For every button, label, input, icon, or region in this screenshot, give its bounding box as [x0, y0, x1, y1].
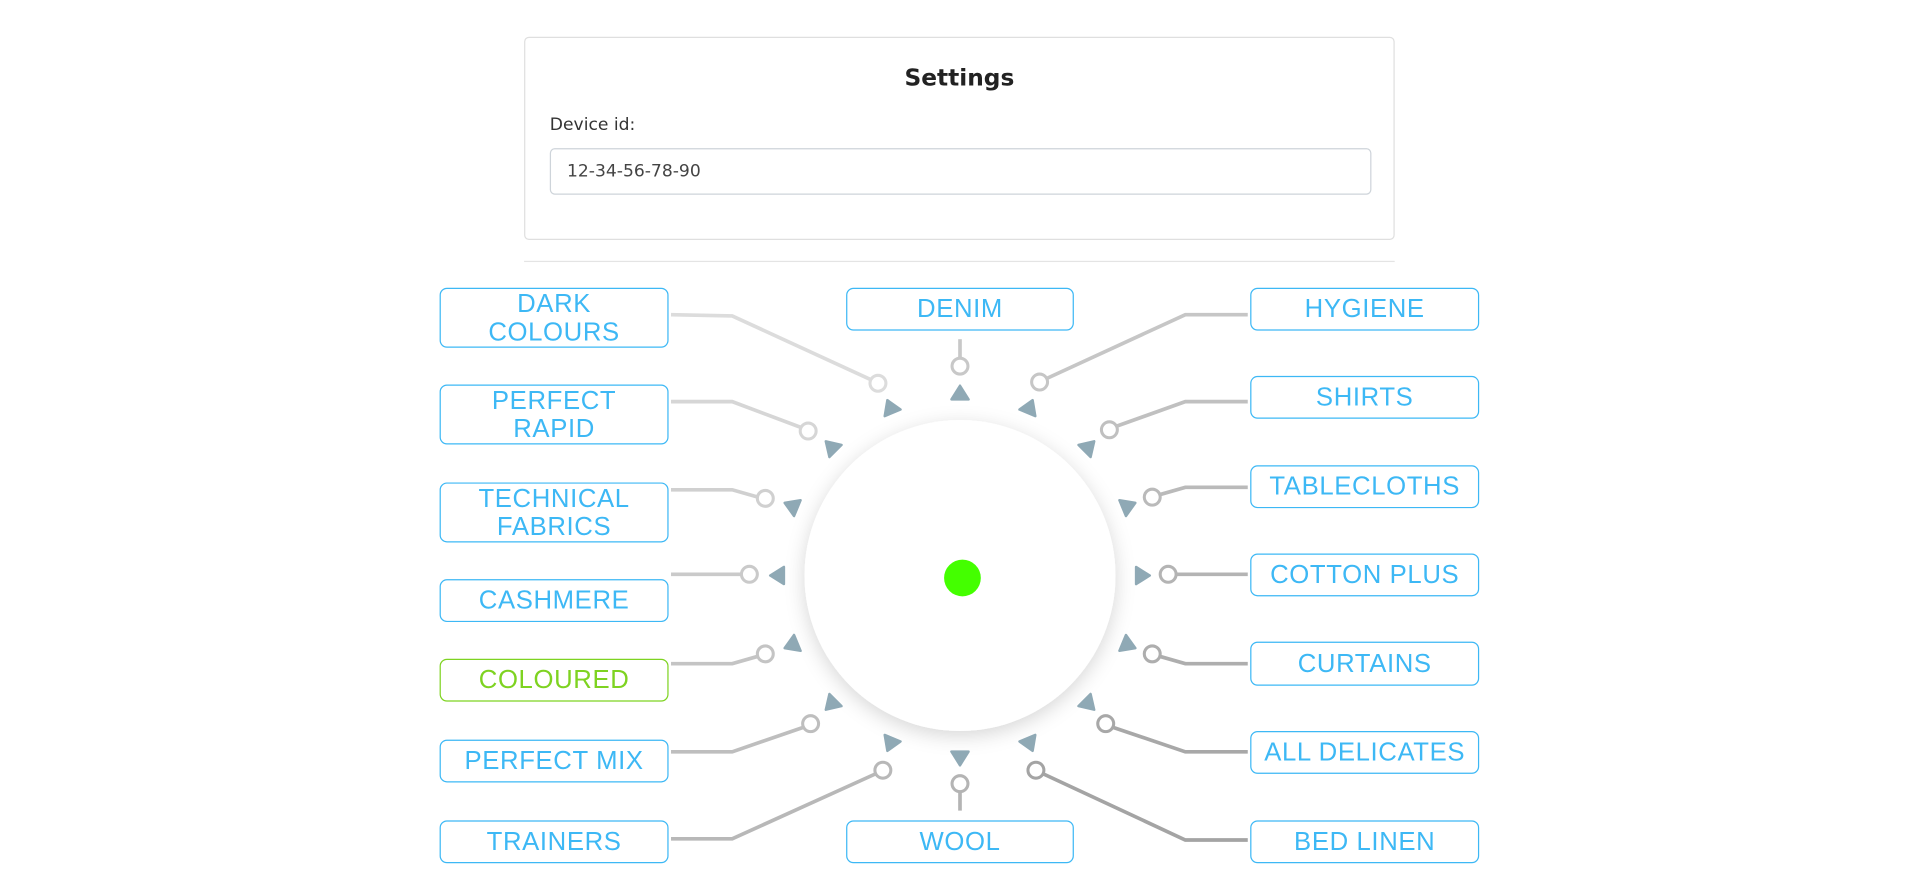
- connector-ring: [950, 356, 970, 376]
- program-dark-colours-button[interactable]: DARK COLOURS: [439, 287, 669, 348]
- program-hygiene-button[interactable]: HYGIENE: [1250, 287, 1480, 331]
- connector-line: [671, 654, 759, 666]
- connector-line: [670, 312, 872, 382]
- program-tablecloths-button[interactable]: TABLECLOTHS: [1250, 465, 1480, 509]
- connector-ring: [1099, 420, 1119, 440]
- program-perfect-mix-button[interactable]: PERFECT MIX: [439, 739, 669, 783]
- arrow-icon: [1118, 633, 1137, 653]
- program-perfect-rapid-button[interactable]: PERFECT RAPID: [439, 384, 669, 445]
- connector-line: [671, 487, 759, 499]
- arrow-icon: [1118, 498, 1137, 518]
- connector-ring: [739, 564, 759, 584]
- connector-line: [1159, 485, 1248, 497]
- connector-line: [671, 772, 877, 841]
- connector-line: [671, 725, 804, 754]
- arrow-icon: [883, 398, 902, 418]
- arrow-icon: [1077, 692, 1096, 711]
- connector-ring: [798, 421, 818, 441]
- arrow-icon: [883, 733, 902, 753]
- program-bed-linen-button[interactable]: BED LINEN: [1250, 820, 1480, 864]
- connector-ring: [755, 644, 775, 664]
- program-shirts-button[interactable]: SHIRTS: [1250, 375, 1480, 419]
- connector-ring: [950, 774, 970, 794]
- program-denim-button[interactable]: DENIM: [846, 287, 1074, 331]
- connector-line: [1159, 654, 1248, 666]
- arrow-icon: [768, 565, 786, 586]
- arrow-icon: [824, 692, 843, 711]
- device-id-input[interactable]: [549, 148, 1372, 195]
- connector-line: [1042, 772, 1248, 842]
- connector-ring: [1096, 714, 1116, 734]
- connector-ring: [801, 714, 821, 734]
- program-coloured-button[interactable]: COLOURED: [439, 658, 669, 702]
- connector-ring: [1142, 644, 1162, 664]
- connector-line: [1116, 399, 1248, 428]
- connector-ring: [755, 488, 775, 508]
- connector-line: [1112, 725, 1248, 754]
- arrow-icon: [1018, 398, 1037, 418]
- program-trainers-button[interactable]: TRAINERS: [439, 820, 669, 864]
- program-wool-button[interactable]: WOOL: [846, 820, 1074, 864]
- device-id-label: Device id:: [549, 115, 636, 135]
- arrow-icon: [950, 750, 970, 767]
- indicator-dot: [944, 559, 981, 597]
- arrow-icon: [1018, 733, 1037, 753]
- connector-ring: [1026, 760, 1046, 780]
- program-curtains-button[interactable]: CURTAINS: [1250, 641, 1480, 686]
- arrow-icon: [783, 633, 802, 653]
- program-cotton-plus-button[interactable]: COTTON PLUS: [1250, 553, 1480, 597]
- connector-ring: [1030, 372, 1050, 392]
- connector-line: [1046, 312, 1248, 381]
- arrow-icon: [1077, 440, 1096, 459]
- connector-line: [671, 399, 802, 430]
- arrow-icon: [783, 498, 802, 518]
- arrow-icon: [824, 440, 843, 459]
- connector-ring: [873, 760, 893, 780]
- settings-title: Settings: [904, 64, 1015, 92]
- program-technical-fabrics-button[interactable]: TECHNICAL FABRICS: [439, 482, 669, 543]
- connector-ring: [868, 373, 888, 393]
- arrow-icon: [950, 384, 970, 401]
- program-cashmere-button[interactable]: CASHMERE: [439, 579, 669, 623]
- settings-card: Settings Device id:: [524, 36, 1395, 241]
- divider: [524, 260, 1395, 263]
- connector-ring: [1142, 487, 1162, 507]
- arrow-icon: [1134, 565, 1152, 586]
- connector-ring: [1158, 564, 1178, 584]
- program-all-delicates-button[interactable]: ALL DELICATES: [1250, 731, 1480, 774]
